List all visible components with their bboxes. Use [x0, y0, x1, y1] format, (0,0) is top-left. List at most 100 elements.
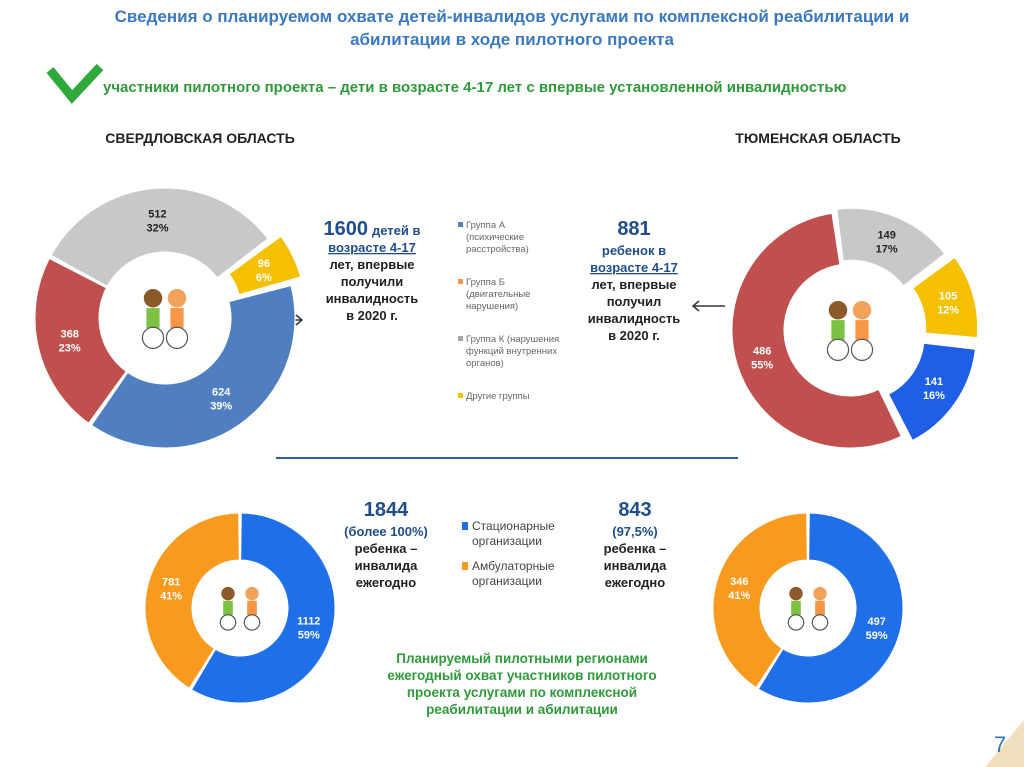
legend-swatch — [462, 562, 468, 570]
child-icon — [143, 288, 163, 308]
arrow — [691, 300, 700, 312]
donut-segment — [190, 512, 336, 704]
summary-text: ребенок в — [602, 243, 666, 258]
legend-swatch — [458, 336, 463, 341]
note-text: реабилитации и абилитации — [426, 702, 618, 717]
legend-label: Амбулаторные организации — [472, 559, 555, 588]
arrow — [295, 314, 304, 326]
wheelchair-icon — [826, 338, 850, 361]
summary-number: 1600 — [323, 218, 368, 240]
summary-text: инвалида — [355, 558, 418, 573]
wheelchair-icon — [141, 326, 165, 349]
percent-label: 55% — [751, 359, 773, 371]
summary-text: лет, впервые — [591, 277, 676, 292]
child-icon — [167, 288, 187, 308]
child-icon — [831, 320, 845, 340]
summary-text: инвалидность — [326, 291, 419, 306]
summary-text: детей в — [372, 223, 421, 238]
value-label: 105 — [939, 290, 957, 302]
legend-swatch — [458, 222, 463, 227]
summary-text: инвалида — [604, 558, 667, 573]
summary-number: 1844 — [364, 499, 409, 521]
value-label: 512 — [148, 208, 166, 220]
donut-segment — [34, 257, 127, 424]
summary-text: ребенка – — [604, 541, 667, 556]
percent-label: 6% — [256, 272, 272, 284]
summary-text: лет, впервые — [329, 257, 414, 272]
donut-segment — [90, 285, 296, 449]
summary-line: 1600 детей в — [323, 218, 420, 240]
legend-swatch — [462, 522, 468, 530]
percent-label: 41% — [728, 590, 750, 602]
percent-label: 59% — [866, 630, 888, 642]
chart-title: СВЕРДЛОВСКАЯ ОБЛАСТЬ — [105, 130, 295, 146]
corner-decoration — [985, 720, 1024, 767]
donut-segment — [836, 207, 946, 287]
value-label: 368 — [60, 329, 78, 341]
child-icon — [247, 600, 257, 616]
child-icon — [791, 600, 801, 616]
legend-label: Стационарные организации — [472, 519, 555, 548]
wheelchair-icon — [850, 338, 874, 361]
percent-label: 17% — [876, 243, 898, 255]
child-icon — [245, 586, 259, 601]
title: Сведения о планируемом охвате детей-инва… — [115, 7, 910, 26]
summary-text: (97,5%) — [612, 524, 658, 539]
note-text: ежегодный охват участников пилотного — [387, 668, 656, 683]
child-icon — [813, 586, 827, 601]
wheelchair-icon — [811, 614, 829, 631]
percent-label: 41% — [160, 591, 182, 603]
value-label: 346 — [730, 576, 748, 588]
page-number: 7 — [994, 732, 1006, 757]
legend-label: Другие группы — [466, 391, 530, 402]
child-icon — [170, 308, 184, 328]
percent-label: 39% — [210, 400, 232, 412]
value-label: 96 — [258, 258, 270, 270]
value-label: 149 — [877, 229, 895, 241]
percent-label: 12% — [937, 304, 959, 316]
summary-text: получили — [341, 274, 404, 289]
chart-title: ТЮМЕНСКАЯ ОБЛАСТЬ — [735, 130, 900, 146]
donut-segment — [887, 342, 977, 442]
percent-label: 32% — [146, 222, 168, 234]
summary-text: (более 100%) — [344, 524, 428, 539]
donut-segment — [731, 212, 903, 449]
summary-text: ребенка – — [355, 541, 418, 556]
donut-segment — [50, 187, 269, 287]
wheelchair-icon — [165, 326, 189, 349]
summary-text: получил — [607, 294, 662, 309]
value-label: 141 — [925, 376, 943, 388]
wheelchair-icon — [243, 614, 261, 631]
summary-text: ежегодно — [356, 575, 416, 590]
legend-label: Группа К (нарушения функций внутренних орг… — [466, 334, 559, 369]
legend-label: Группа Б (двигательные нарушения) — [466, 277, 530, 312]
summary-text: в 2020 г. — [608, 328, 660, 343]
donut-segment — [228, 235, 302, 296]
title: абилитации в ходе пилотного проекта — [350, 30, 674, 49]
summary-number: 843 — [618, 499, 651, 521]
value-label: 1112 — [297, 615, 320, 627]
summary-text: возрасте 4-17 — [590, 260, 678, 275]
child-icon — [223, 600, 233, 616]
note-text: Планируемый пилотными регионами — [396, 651, 648, 666]
legend-label: Группа А (психические расстройства) — [466, 220, 529, 255]
value-label: 486 — [753, 345, 771, 357]
child-icon — [815, 600, 825, 616]
donut-segment — [912, 256, 979, 339]
child-icon — [221, 586, 235, 601]
summary-text: ежегодно — [605, 575, 665, 590]
percent-label: 16% — [923, 390, 945, 402]
note-text: проекта услугами по комплексной — [407, 685, 637, 700]
summary-number: 881 — [617, 218, 650, 240]
wheelchair-icon — [787, 614, 805, 631]
summary-text: инвалидность — [588, 311, 681, 326]
legend-swatch — [458, 393, 463, 398]
value-label: 624 — [212, 386, 231, 398]
legend-swatch — [458, 279, 463, 284]
child-icon — [146, 308, 160, 328]
child-icon — [852, 300, 872, 320]
summary-text: возрасте 4-17 — [328, 240, 416, 255]
donut-segment — [144, 512, 240, 690]
subtitle: участники пилотного проекта – дети в воз… — [103, 79, 847, 96]
